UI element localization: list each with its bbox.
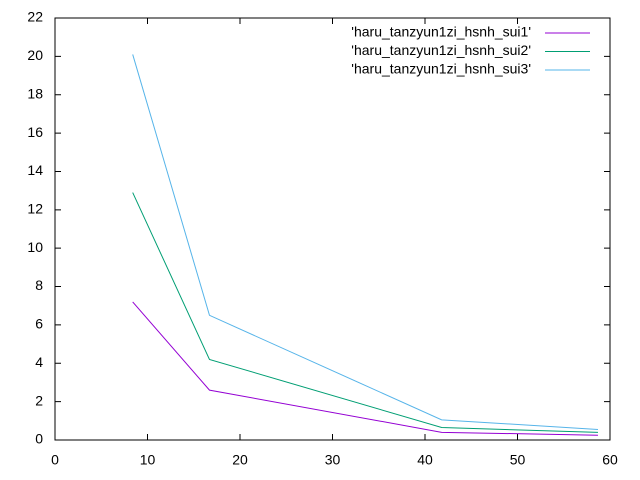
y-tick-label: 22 bbox=[27, 9, 43, 25]
plot-border bbox=[54, 17, 611, 441]
y-tick-label: 2 bbox=[35, 392, 43, 408]
y-tick-label: 20 bbox=[27, 47, 43, 63]
x-tick-label: 50 bbox=[510, 452, 526, 468]
y-tick-label: 14 bbox=[27, 162, 43, 178]
x-tick-label: 30 bbox=[325, 452, 341, 468]
legend-label: 'haru_tanzyun1zi_hsnh_sui3' bbox=[351, 61, 531, 77]
x-tick-label: 20 bbox=[232, 452, 248, 468]
x-tick-label: 40 bbox=[417, 452, 433, 468]
y-tick-label: 0 bbox=[35, 431, 43, 447]
legend-label: 'haru_tanzyun1zi_hsnh_sui1' bbox=[351, 24, 531, 40]
y-tick-label: 12 bbox=[27, 201, 43, 217]
legend-label: 'haru_tanzyun1zi_hsnh_sui2' bbox=[351, 42, 531, 58]
y-tick-label: 8 bbox=[35, 277, 43, 293]
x-tick-label: 60 bbox=[602, 452, 618, 468]
y-tick-label: 16 bbox=[27, 124, 43, 140]
y-tick-label: 18 bbox=[27, 85, 43, 101]
x-tick-label: 0 bbox=[51, 452, 59, 468]
y-tick-label: 10 bbox=[27, 239, 43, 255]
series-line bbox=[132, 301, 598, 436]
y-tick-label: 4 bbox=[35, 354, 43, 370]
x-tick-label: 10 bbox=[140, 452, 156, 468]
series-line bbox=[132, 192, 598, 433]
series-line bbox=[132, 54, 599, 430]
y-tick-label: 6 bbox=[35, 316, 43, 332]
